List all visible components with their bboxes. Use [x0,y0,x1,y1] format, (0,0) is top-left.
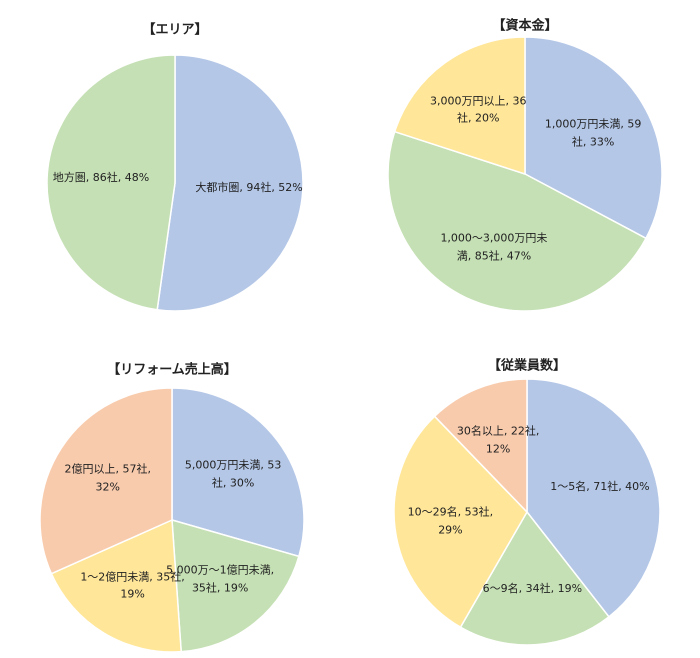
data-label: 3,000万円以上, 36社, 20% [430,94,527,125]
pie-slice [459,510,610,646]
chart-title: 【資本金】 [492,18,558,34]
pie-slice [46,54,176,311]
data-label: 1～2億円未満, 35社, 19% [80,570,185,601]
data-label: 地方圏, 86社, 48% [52,171,150,185]
data-label: 5,000万～1億円未満, 35社, 19% [166,563,275,595]
data-label: 1,000～3,000万円未満, 85社, 47% [440,231,548,263]
data-label: 30名以上, 22社, 12% [456,424,540,456]
pie-slice [171,518,300,653]
pie-slice [524,36,663,240]
pie-slice [171,387,305,558]
pie-slice [387,130,647,312]
pie-slice [526,378,661,618]
data-label: 6～9名, 34社, 19% [482,582,583,596]
data-label: 5,000万円未満, 53社, 30% [184,458,282,489]
chart-title: 【エリア】 [142,22,208,38]
pie-slice [433,378,528,514]
data-label: 1～5名, 71社, 40% [550,480,650,494]
pie-slice [50,518,183,653]
data-label: 1,000万円未満, 59社, 33% [544,117,642,149]
pie-slice [393,415,528,629]
pie-slice [39,387,173,575]
data-label: 10～29名, 53社, 29% [407,505,494,537]
chart-title: 【リフォーム売上高】 [107,362,237,378]
chart-title: 【従業員数】 [487,358,567,374]
pie-slice [156,54,304,312]
data-label: 大都市圏, 94社, 52% [195,181,303,195]
pie-slice [393,36,526,176]
data-label: 2億円以上, 57社, 32% [64,462,152,494]
